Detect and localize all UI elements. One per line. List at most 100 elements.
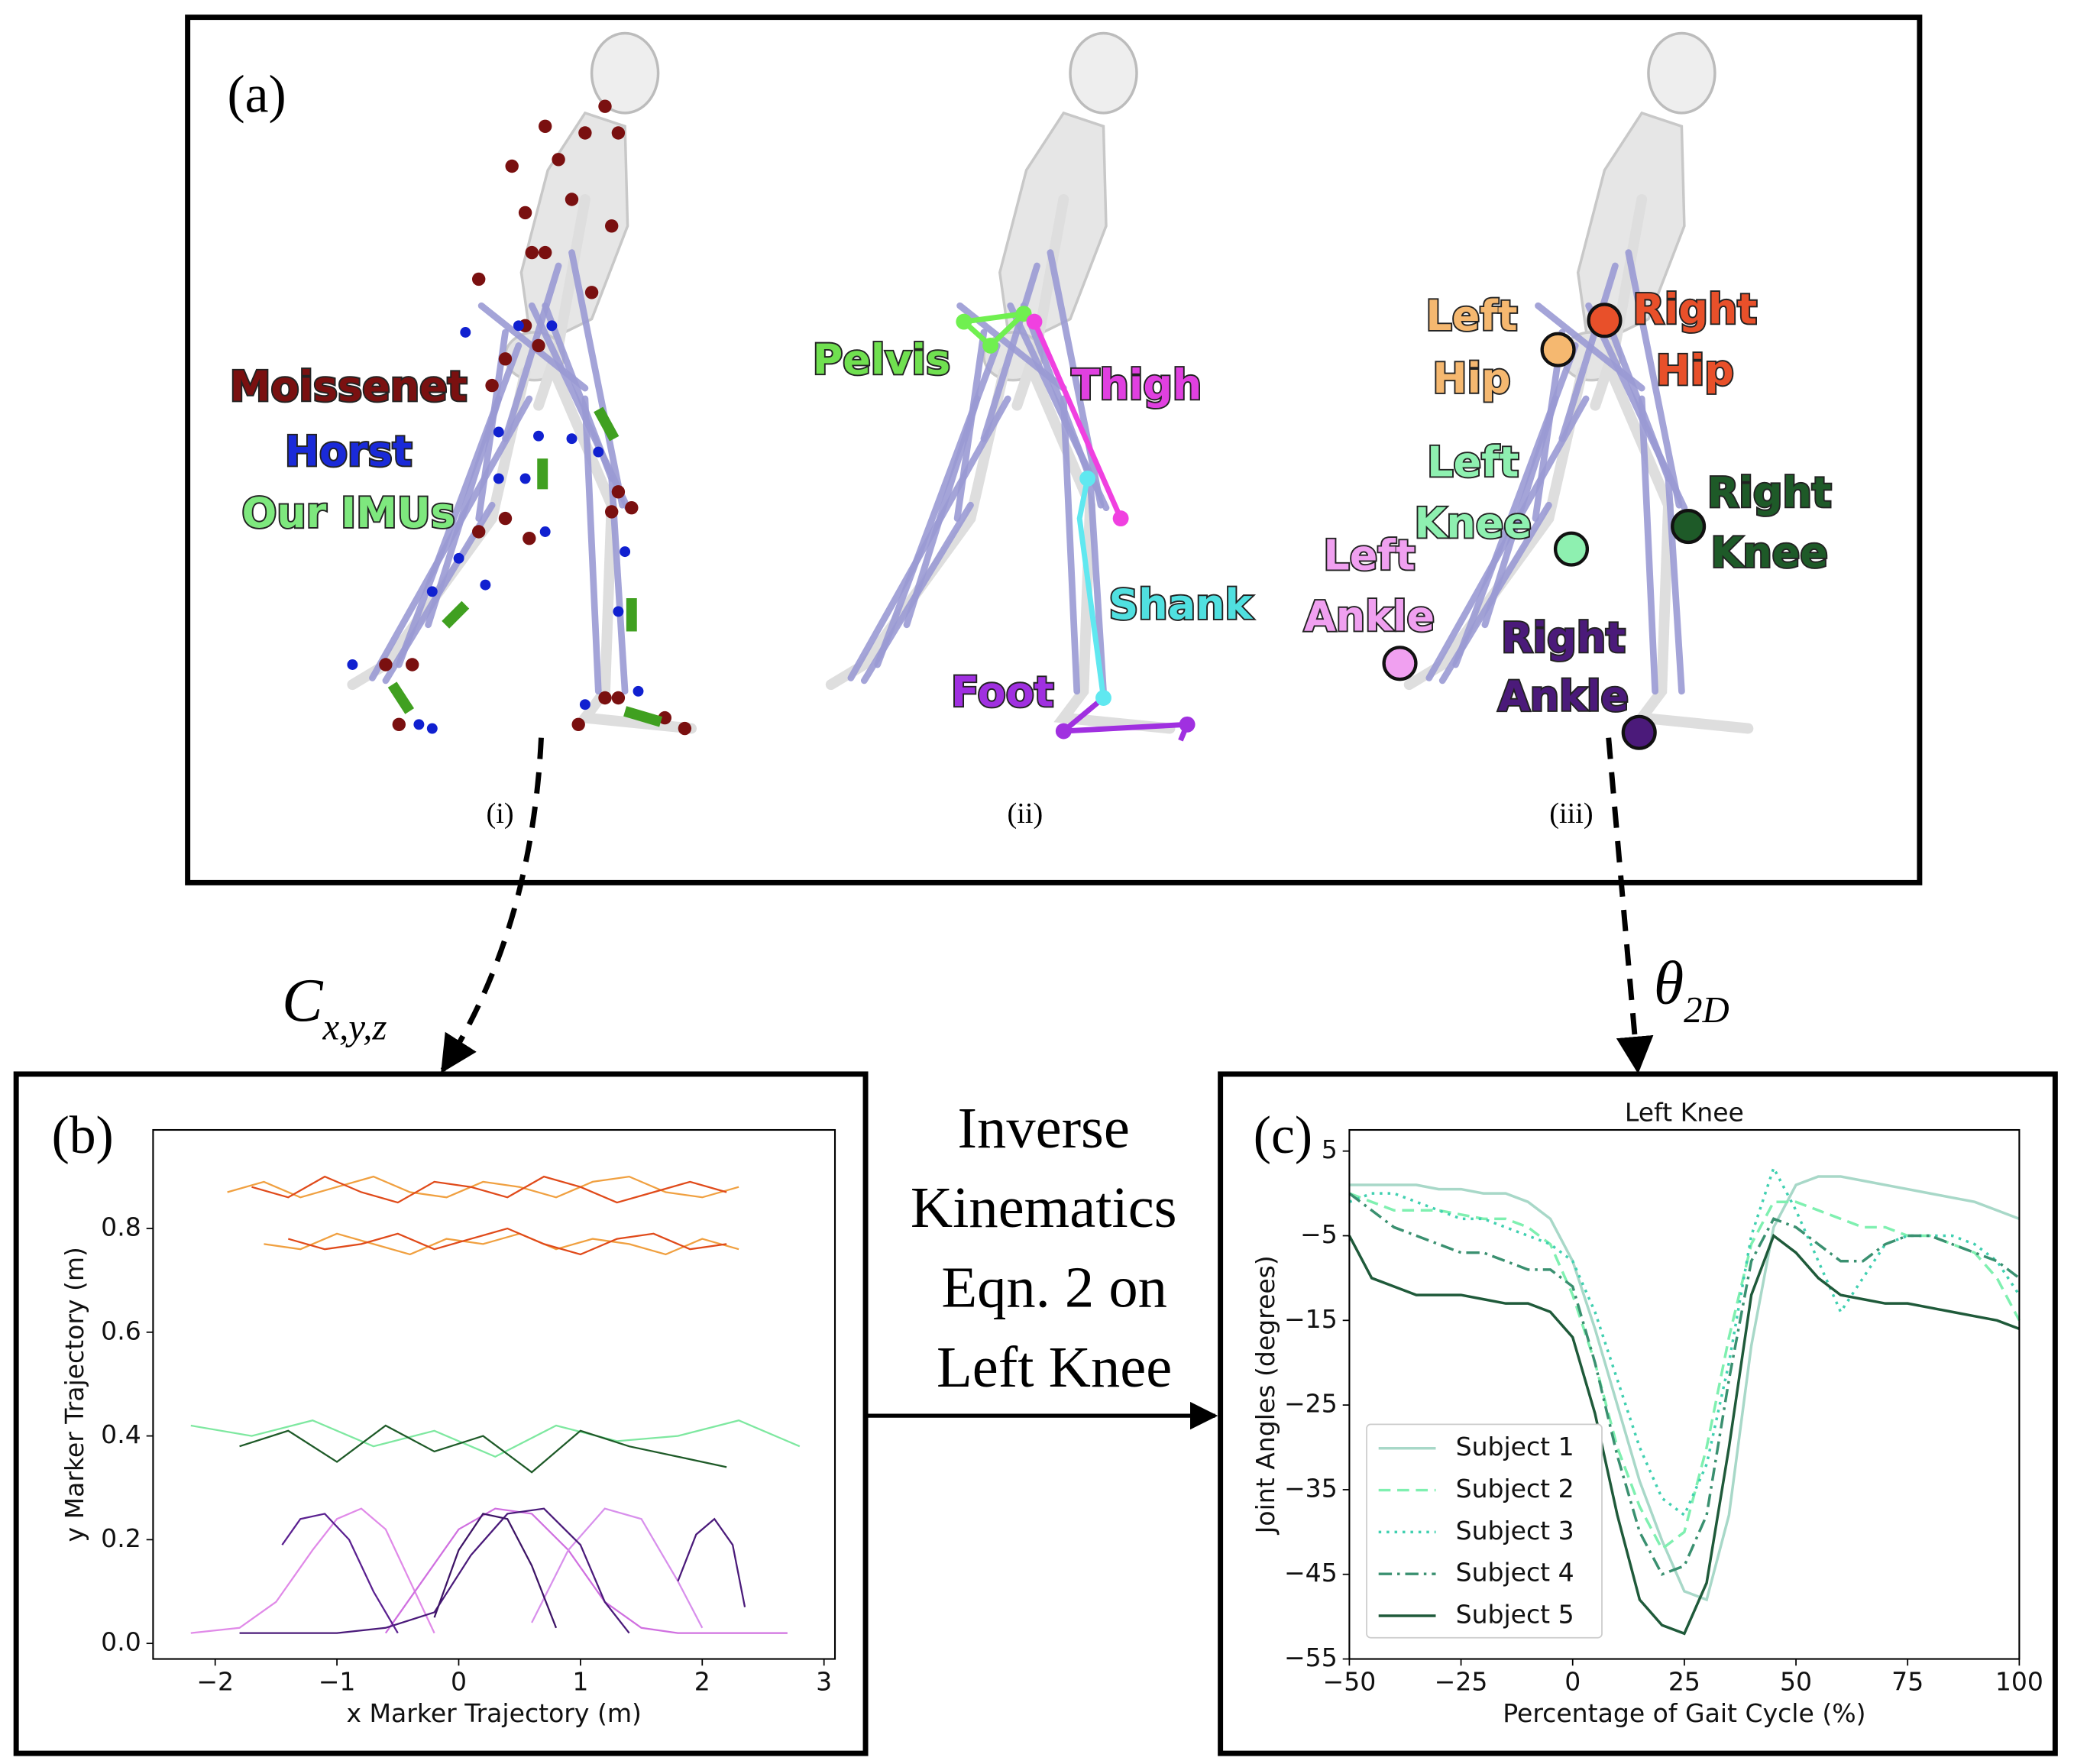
marker-dot (471, 525, 486, 539)
joint-label: Knee (1415, 500, 1532, 548)
y-tick-label: 0.6 (101, 1316, 141, 1345)
y-tick-label: −15 (1284, 1304, 1338, 1334)
marker-dot (538, 119, 552, 134)
segment-label: Thigh (1072, 361, 1202, 409)
marker-set-label: Our IMUs (242, 489, 455, 537)
x-tick-label: 0 (1564, 1666, 1581, 1696)
segment-dots (956, 306, 1196, 740)
y-tick-label: 0.0 (101, 1627, 141, 1657)
legend-label: Subject 4 (1456, 1558, 1574, 1588)
y-tick-label: −25 (1284, 1389, 1338, 1419)
joint-label: Left (1427, 439, 1519, 487)
data-line (227, 1175, 739, 1199)
marker-dot (498, 352, 513, 366)
marker-dot (532, 338, 545, 353)
legend-label: Subject 5 (1456, 1599, 1574, 1629)
marker-dot (571, 717, 585, 732)
panel-label: (a) (227, 65, 286, 124)
x-axis-label: Percentage of Gait Cycle (%) (1503, 1698, 1865, 1728)
sub-label: (i) (486, 798, 513, 830)
marker-dot (565, 193, 579, 206)
panel-b-frame (13, 1071, 869, 1756)
y-tick-label: 0.4 (101, 1419, 141, 1449)
x-tick-label: 75 (1891, 1666, 1924, 1696)
legend-label: Subject 1 (1456, 1432, 1574, 1461)
process-text: Inverse (958, 1096, 1130, 1160)
data-line (288, 1227, 727, 1256)
marker-dot (485, 378, 499, 393)
marker-dot (413, 719, 425, 730)
y-tick-label: −45 (1284, 1558, 1338, 1588)
panel-label: (b) (52, 1106, 114, 1165)
legend-box (1366, 1423, 1603, 1639)
x-tick-label: 1 (572, 1666, 588, 1696)
marker-dot (505, 159, 519, 173)
data-line (264, 1232, 739, 1256)
marker-dot (347, 659, 358, 670)
marker-dot (513, 320, 524, 332)
y-tick-label: −35 (1284, 1473, 1338, 1503)
marker-dot (493, 473, 504, 484)
marker-dot (453, 552, 464, 564)
marker-dot (518, 206, 532, 220)
marker-dot (546, 320, 558, 332)
marker-dot (392, 717, 406, 732)
data-line (1349, 1175, 2020, 1602)
data-line (384, 1507, 788, 1634)
x-axis-label: x Marker Trajectory (m) (346, 1698, 641, 1728)
segment-label: Shank (1108, 581, 1253, 629)
data-line (239, 1507, 630, 1634)
panel-c-frame (1218, 1071, 2058, 1756)
joint-label: Ankle (1304, 592, 1435, 640)
sub-label: (ii) (1007, 798, 1043, 830)
legend-label: Subject 3 (1456, 1516, 1574, 1546)
marker-dot (678, 721, 692, 736)
x-tick-label: 3 (816, 1666, 832, 1696)
joint-label: Right (1707, 469, 1832, 517)
y-tick-label: 0.8 (101, 1212, 141, 1242)
marker-dot (613, 606, 624, 617)
y-tick-label: −5 (1300, 1219, 1338, 1249)
process-text: Eqn. 2 on (941, 1255, 1167, 1320)
marker-dot (598, 691, 612, 705)
marker-dot (579, 699, 590, 710)
marker-dot (598, 99, 612, 113)
marker-dot (539, 526, 551, 537)
joint-label: Knee (1711, 529, 1828, 577)
marker-dot (533, 430, 544, 442)
x-tick-label: 50 (1780, 1666, 1812, 1696)
process-text: Kinematics (911, 1175, 1177, 1240)
dashed-arrow (1606, 737, 1654, 1074)
x-tick-label: −50 (1323, 1666, 1377, 1696)
marker-dot (611, 691, 626, 705)
marker-dot (604, 505, 619, 519)
marker-dot (552, 153, 565, 167)
marker-dot (426, 723, 438, 734)
joint-label: Hip (1656, 347, 1734, 395)
marker-dot (584, 286, 599, 299)
marker-dot (538, 245, 552, 260)
marker-dot (604, 219, 619, 233)
arrow-label: θ2D (1654, 950, 1729, 1031)
marker-dot (493, 426, 504, 438)
marker-dots (347, 99, 692, 736)
data-line (190, 1419, 801, 1458)
marker-set-label: Moissenet (230, 362, 468, 410)
data-line (677, 1517, 746, 1607)
data-line (281, 1513, 399, 1634)
joint-label: Left (1323, 531, 1415, 579)
data-line (251, 1175, 727, 1204)
data-line (433, 1513, 558, 1629)
marker-dot (498, 511, 513, 526)
data-line (190, 1507, 435, 1634)
data-line (531, 1507, 704, 1629)
panel-label: (c) (1254, 1106, 1312, 1165)
marker-dot (611, 485, 626, 499)
y-axis-label: y Marker Trajectory (m) (60, 1247, 89, 1542)
x-tick-label: 100 (1995, 1666, 2043, 1696)
marker-dot (566, 433, 578, 445)
x-tick-label: 0 (451, 1666, 467, 1696)
marker-dot (460, 327, 471, 338)
segment-lines (957, 309, 1192, 742)
